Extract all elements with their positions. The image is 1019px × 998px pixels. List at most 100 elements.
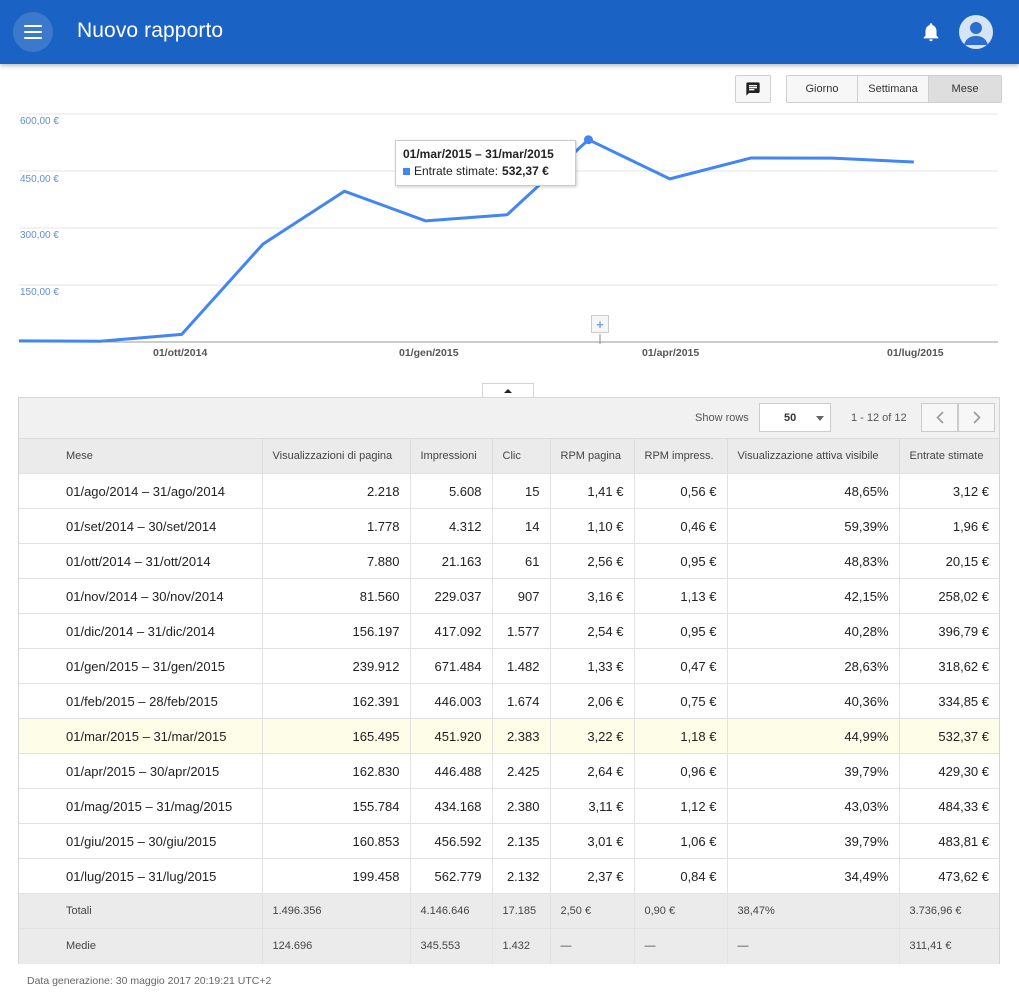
table-row[interactable]: 01/mar/2015 – 31/mar/2015 165.495 451.920 2… (19, 718, 999, 754)
table-cell: 451.920 (410, 718, 493, 754)
table-cell: 40,28% (727, 613, 900, 649)
comment-button[interactable] (735, 75, 771, 103)
table-cell: 2.218 (262, 473, 411, 509)
table-row[interactable]: 01/nov/2014 – 30/nov/2014 81.560 229.037 90… (19, 578, 999, 614)
table-cell: 01/giu/2015 – 30/giu/2015 (19, 823, 263, 859)
menu-icon[interactable] (13, 12, 53, 52)
x-tick-label: 01/apr/2015 (642, 347, 700, 359)
rows-per-page-select[interactable]: 50 (759, 403, 831, 432)
table-cell: 28,63% (727, 648, 900, 684)
annotation-add-icon[interactable]: + (591, 315, 609, 333)
table-row[interactable]: 01/feb/2015 – 28/feb/2015 162.391 446.003 1… (19, 683, 999, 719)
column-header[interactable]: Impressioni (410, 438, 493, 474)
table-cell: 2,06 € (550, 683, 635, 719)
table-row[interactable]: 01/set/2014 – 30/set/2014 1.778 4.312 14 1,1… (19, 508, 999, 544)
table-row[interactable]: 01/apr/2015 – 30/apr/2015 162.830 446.488 2… (19, 753, 999, 789)
table-cell: 532,37 € (899, 718, 999, 754)
summary-cell: 1.496.356 (262, 893, 411, 929)
table-cell: 1.674 (492, 683, 551, 719)
column-header[interactable]: Visualizzazioni di pagina (262, 438, 411, 474)
table-row[interactable]: 01/gen/2015 – 31/gen/2015 239.912 671.484 1… (19, 648, 999, 684)
table-cell: 3,12 € (899, 473, 999, 509)
table-row[interactable]: 01/giu/2015 – 30/giu/2015 160.853 456.592 2… (19, 823, 999, 859)
summary-cell: — (634, 928, 728, 964)
granularity-week-button[interactable]: Settimana (858, 76, 929, 102)
table-cell: 446.488 (410, 753, 493, 789)
table-cell: 1,18 € (634, 718, 728, 754)
column-header[interactable]: Clic (492, 438, 551, 474)
generation-timestamp: Data generazione: 30 maggio 2017 20:19:2… (27, 975, 272, 987)
table-cell: 2.380 (492, 788, 551, 824)
table-cell: 2.132 (492, 858, 551, 894)
table-cell: 01/apr/2015 – 30/apr/2015 (19, 753, 263, 789)
table-cell: 0,47 € (634, 648, 728, 684)
x-tick-label: 01/ott/2014 (153, 347, 208, 359)
collapse-chart-button[interactable] (482, 383, 534, 398)
table-row[interactable]: 01/dic/2014 – 31/dic/2014 156.197 417.092 1… (19, 613, 999, 649)
column-header[interactable]: RPM pagina (550, 438, 635, 474)
table-cell: 15 (492, 473, 551, 509)
table-row[interactable]: 01/lug/2015 – 31/lug/2015 199.458 562.779 2… (19, 858, 999, 894)
next-page-button[interactable] (958, 403, 995, 432)
table-cell: 3,22 € (550, 718, 635, 754)
table-cell: 3,01 € (550, 823, 635, 859)
chevron-up-icon (504, 389, 512, 393)
table-cell: 7.880 (262, 543, 411, 579)
table-cell: 01/ott/2014 – 31/ott/2014 (19, 543, 263, 579)
table-cell: 01/mag/2015 – 31/mag/2015 (19, 788, 263, 824)
table-cell: 429,30 € (899, 753, 999, 789)
data-table: Mese Visualizzazioni di pagina Impressioni… (19, 438, 999, 964)
series-line-entrate-stimate (18, 138, 914, 343)
granularity-day-button[interactable]: Giorno (787, 76, 858, 102)
summary-cell: 124.696 (262, 928, 411, 964)
table-cell: 396,79 € (899, 613, 999, 649)
table-cell: 40,36% (727, 683, 900, 719)
table-cell: 258,02 € (899, 578, 999, 614)
column-header[interactable]: RPM impress. (634, 438, 728, 474)
table-cell: 21.163 (410, 543, 493, 579)
summary-cell: 345.553 (410, 928, 493, 964)
summary-cell: — (550, 928, 635, 964)
table-cell: 334,85 € (899, 683, 999, 719)
table-cell: 2.383 (492, 718, 551, 754)
table-cell: 01/mar/2015 – 31/mar/2015 (19, 718, 263, 754)
dropdown-caret-icon (816, 416, 824, 421)
table-cell: 2,37 € (550, 858, 635, 894)
summary-cell: 3.736,96 € (899, 893, 999, 929)
app-bar: Nuovo rapporto (0, 0, 1019, 64)
account-avatar-icon[interactable] (959, 15, 993, 49)
rows-per-page-value: 50 (784, 412, 797, 424)
table-cell: 2,54 € (550, 613, 635, 649)
table-cell: 1,12 € (634, 788, 728, 824)
table-cell: 42,15% (727, 578, 900, 614)
previous-page-button[interactable] (921, 403, 958, 432)
column-header[interactable]: Entrate stimate (899, 438, 999, 474)
y-tick-label: 450,00 € (20, 174, 59, 185)
column-header[interactable]: Visualizzazione attiva visibile (727, 438, 900, 474)
table-cell: 01/lug/2015 – 31/lug/2015 (19, 858, 263, 894)
summary-cell: Totali (19, 893, 263, 929)
table-cell: 01/nov/2014 – 30/nov/2014 (19, 578, 263, 614)
table-cell: 5.608 (410, 473, 493, 509)
table-cell: 0,96 € (634, 753, 728, 789)
table-row[interactable]: 01/ago/2014 – 31/ago/2014 2.218 5.608 15 1,4… (19, 473, 999, 509)
column-header[interactable]: Mese (19, 438, 263, 474)
table-cell: 156.197 (262, 613, 411, 649)
table-cell: 434.168 (410, 788, 493, 824)
table-row[interactable]: 01/mag/2015 – 31/mag/2015 155.784 434.168 2… (19, 788, 999, 824)
revenue-chart: 150,00 € 300,00 € 450,00 € 600,00 € 01/o… (0, 105, 1019, 365)
highlighted-data-point[interactable] (583, 135, 593, 145)
table-cell: 1.778 (262, 508, 411, 544)
table-row[interactable]: 01/ott/2014 – 31/ott/2014 7.880 21.163 61 2,… (19, 543, 999, 579)
table-cell: 39,79% (727, 823, 900, 859)
totals-row: Totali 1.496.356 4.146.646 17.185 2,50 €0,90… (19, 893, 999, 929)
table-cell: 0,95 € (634, 613, 728, 649)
tooltip-title: 01/mar/2015 – 31/mar/2015 (403, 147, 554, 161)
notifications-bell-icon[interactable] (920, 20, 942, 44)
series-color-swatch (403, 167, 410, 175)
table-cell: 2.425 (492, 753, 551, 789)
table-cell: 4.312 (410, 508, 493, 544)
granularity-month-button[interactable]: Mese (929, 76, 1001, 102)
table-cell: 165.495 (262, 718, 411, 754)
table-cell: 43,03% (727, 788, 900, 824)
